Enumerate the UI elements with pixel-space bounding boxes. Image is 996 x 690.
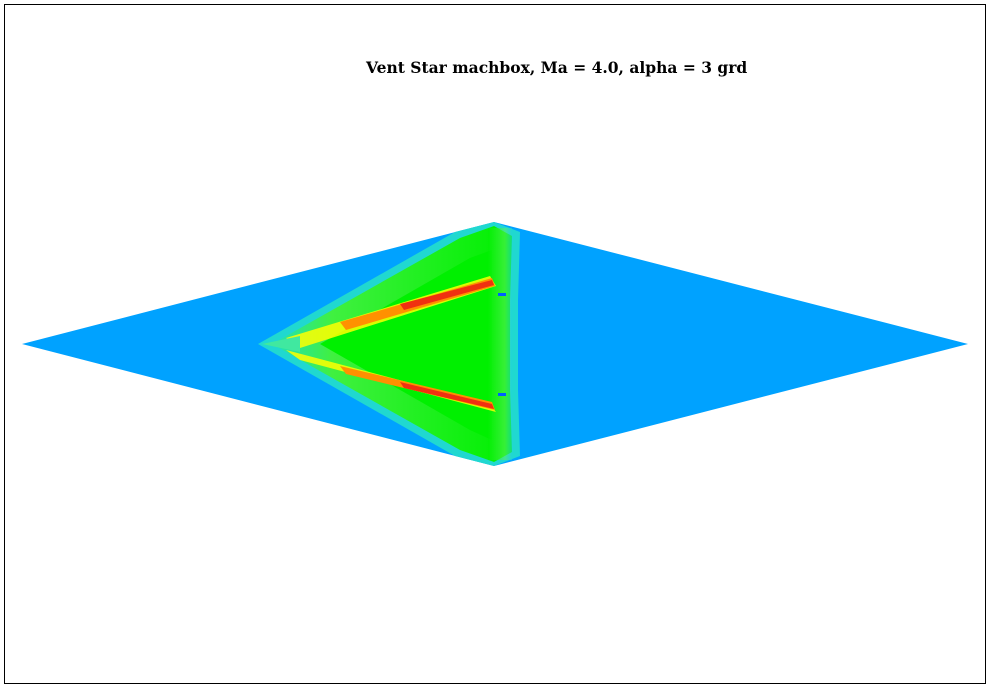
apex-blend — [262, 336, 300, 352]
plot-title: Vent Star machbox, Ma = 4.0, alpha = 3 g… — [366, 58, 748, 77]
upper-edge-red — [400, 280, 494, 310]
upper-tip-mark — [498, 293, 506, 296]
trailing-band — [488, 228, 512, 460]
lower-edge-red — [400, 382, 494, 409]
lower-tip-mark — [498, 393, 506, 396]
